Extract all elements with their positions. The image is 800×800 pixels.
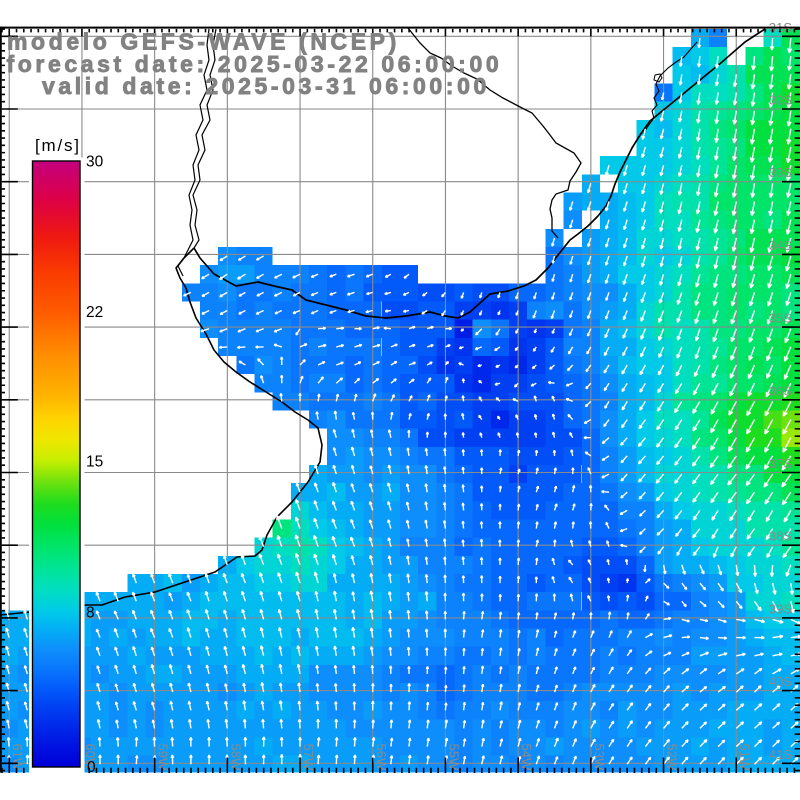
svg-text:[m/s]: [m/s] — [35, 136, 81, 155]
svg-text:38S: 38S — [769, 529, 792, 544]
svg-text:52W: 52W — [665, 744, 680, 771]
svg-text:modelo GEFS-WAVE (NCEP): modelo GEFS-WAVE (NCEP) — [7, 28, 400, 54]
svg-text:35S: 35S — [769, 311, 792, 326]
svg-text:37S: 37S — [769, 456, 792, 471]
svg-text:51W: 51W — [737, 744, 752, 771]
svg-text:56W: 56W — [374, 744, 389, 771]
svg-text:60W: 60W — [83, 744, 98, 771]
svg-text:58W: 58W — [228, 744, 243, 771]
svg-text:54W: 54W — [519, 744, 534, 771]
svg-text:8: 8 — [86, 605, 95, 622]
svg-text:32S: 32S — [769, 93, 792, 108]
svg-text:forecast date: 2025-03-22 06:0: forecast date: 2025-03-22 06:00:00 — [7, 51, 503, 77]
svg-text:61W: 61W — [10, 744, 25, 771]
svg-text:40S: 40S — [769, 674, 792, 689]
svg-text:0: 0 — [87, 759, 96, 776]
svg-text:39S: 39S — [769, 601, 792, 616]
svg-text:22: 22 — [86, 304, 103, 321]
svg-text:34S: 34S — [769, 238, 792, 253]
svg-text:57W: 57W — [301, 744, 316, 771]
svg-text:15: 15 — [86, 454, 103, 471]
svg-text:55W: 55W — [447, 744, 462, 771]
svg-text:30: 30 — [86, 154, 104, 171]
svg-text:53W: 53W — [592, 744, 607, 771]
svg-text:36S: 36S — [769, 383, 792, 398]
svg-text:33S: 33S — [769, 165, 792, 180]
svg-text:41S: 41S — [769, 747, 792, 762]
svg-text:59W: 59W — [156, 744, 171, 771]
svg-text:valid date: 2025-03-31 06:00:0: valid date: 2025-03-31 06:00:00 — [42, 73, 490, 99]
